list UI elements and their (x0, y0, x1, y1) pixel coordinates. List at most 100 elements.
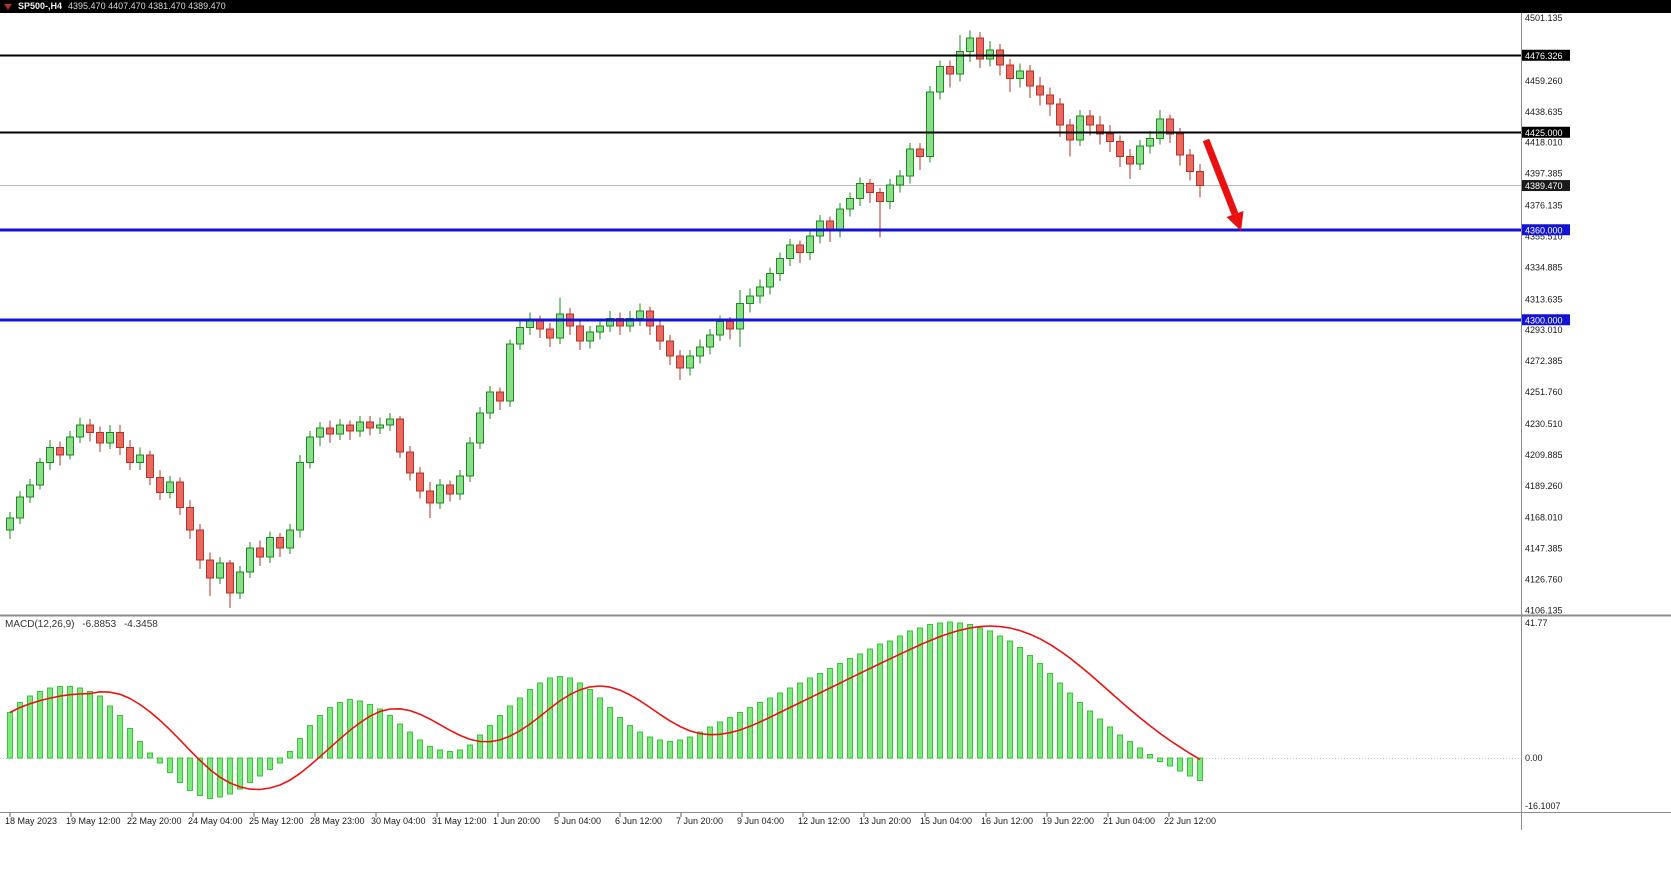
time-axis-label: 9 Jun 04:00 (737, 816, 784, 826)
candle (756, 286, 764, 297)
candle (906, 148, 914, 177)
time-axis-label: 19 May 12:00 (66, 816, 121, 826)
time-axis-label: 16 Jun 12:00 (981, 816, 1033, 826)
arrow-head (1226, 211, 1244, 231)
macd-histogram-bar (677, 739, 683, 759)
macd-histogram-bar (107, 705, 113, 759)
candle (446, 484, 454, 495)
candle (956, 50, 964, 75)
macd-histogram-bar (267, 757, 273, 770)
candle (156, 476, 164, 493)
price-axis[interactable]: 4501.135 4459.260 4438.635 4418.010 4397.385… (1525, 13, 1563, 616)
macd-histogram-bar (1037, 663, 1043, 759)
macd-histogram-bar (337, 702, 343, 759)
macd-axis[interactable]: 41.77 0.00 -16.1007 (1525, 618, 1561, 811)
arrow-shaft (1202, 138, 1239, 216)
price-badge-label: 4300.000 (1525, 315, 1563, 325)
candle (666, 340, 674, 357)
candle (1006, 64, 1014, 79)
candle (6, 517, 14, 531)
macd-histogram-bar (137, 741, 143, 759)
macd-histogram-bar (7, 711, 13, 759)
macd-histogram-bar (697, 731, 703, 759)
price-badge (1522, 180, 1570, 192)
macd-histogram-bar (1167, 757, 1173, 767)
candle (416, 472, 424, 492)
macd-histogram-bar (977, 627, 983, 759)
candle (576, 325, 584, 342)
macd-histogram-bar (767, 697, 773, 759)
macd-histogram-bar (397, 723, 403, 759)
candle (656, 325, 664, 342)
macd-histogram-bar (867, 648, 873, 759)
candle (486, 391, 494, 414)
macd-histogram-bar (957, 622, 963, 759)
macd-histogram-bar (17, 702, 23, 759)
macd-histogram-bar (1147, 754, 1153, 759)
macd-main-value: -6.8853 (82, 619, 117, 630)
macd-histogram-bar (1057, 682, 1063, 759)
macd-histogram-bar (437, 749, 443, 759)
macd-histogram-bar (367, 703, 373, 759)
candle (206, 559, 214, 579)
horizontal-level-lines[interactable] (0, 54, 1521, 322)
price-axis-label: 4313.635 (1525, 294, 1563, 304)
macd-histogram-bar (237, 757, 243, 790)
time-axis-label: 5 Jun 04:00 (554, 816, 601, 826)
macd-histogram-bar (407, 731, 413, 759)
candle (16, 496, 24, 519)
macd-histogram-bar (1187, 757, 1193, 777)
candle (1186, 154, 1194, 172)
candle (226, 562, 234, 594)
macd-title: MACD(12,26,9) (5, 619, 75, 630)
time-axis-label: 12 Jun 12:00 (798, 816, 850, 826)
macd-histogram-bar (807, 677, 813, 759)
macd-histogram-bar (247, 757, 253, 783)
macd-panel[interactable] (0, 621, 1521, 800)
price-axis-label: 4293.010 (1525, 325, 1563, 335)
time-axis-label: 7 Jun 20:00 (676, 816, 723, 826)
candle (836, 208, 844, 231)
candle (596, 325, 604, 333)
macd-histogram-bar (927, 624, 933, 759)
candle (976, 37, 984, 60)
candle (1166, 118, 1174, 135)
macd-indicator-label: MACD(12,26,9) -6.8853 -4.3458 (5, 619, 163, 630)
candle (846, 197, 854, 210)
price-badge (1522, 314, 1570, 326)
candle (276, 536, 284, 549)
price-axis-label: 4168.010 (1525, 513, 1563, 523)
price-badge (1522, 126, 1570, 138)
candle (1086, 115, 1094, 126)
candle (366, 421, 374, 429)
candle (476, 412, 484, 444)
candle (1196, 170, 1204, 186)
macd-histogram-bar (637, 731, 643, 759)
macd-axis-label: -16.1007 (1525, 801, 1561, 811)
time-axis-label: 18 May 2023 (5, 816, 57, 826)
candle (1116, 140, 1124, 157)
candle (346, 424, 354, 432)
macd-histogram-bar (77, 687, 83, 759)
price-badge (1522, 49, 1570, 61)
candle (506, 343, 514, 402)
candle (1026, 70, 1034, 87)
annotation-arrow[interactable] (1202, 138, 1244, 231)
candle (986, 49, 994, 60)
candle (936, 65, 944, 93)
candlestick-series[interactable] (6, 30, 1204, 608)
macd-signal-value: -4.3458 (123, 619, 158, 630)
time-axis-label: 6 Jun 12:00 (615, 816, 662, 826)
macd-histogram-bar (537, 682, 543, 759)
price-axis-label: 4147.385 (1525, 544, 1563, 554)
candle (396, 418, 404, 453)
macd-histogram-bar (557, 676, 563, 759)
time-axis[interactable]: 18 May 2023 19 May 12:00 22 May 20:00 24 Ma… (5, 813, 1216, 826)
candle (676, 355, 684, 369)
candle (436, 484, 444, 504)
time-axis-label: 1 Jun 20:00 (493, 816, 540, 826)
macd-histogram-bar (1127, 741, 1133, 759)
macd-histogram-bar (887, 640, 893, 759)
macd-histogram-bar (1047, 672, 1053, 759)
